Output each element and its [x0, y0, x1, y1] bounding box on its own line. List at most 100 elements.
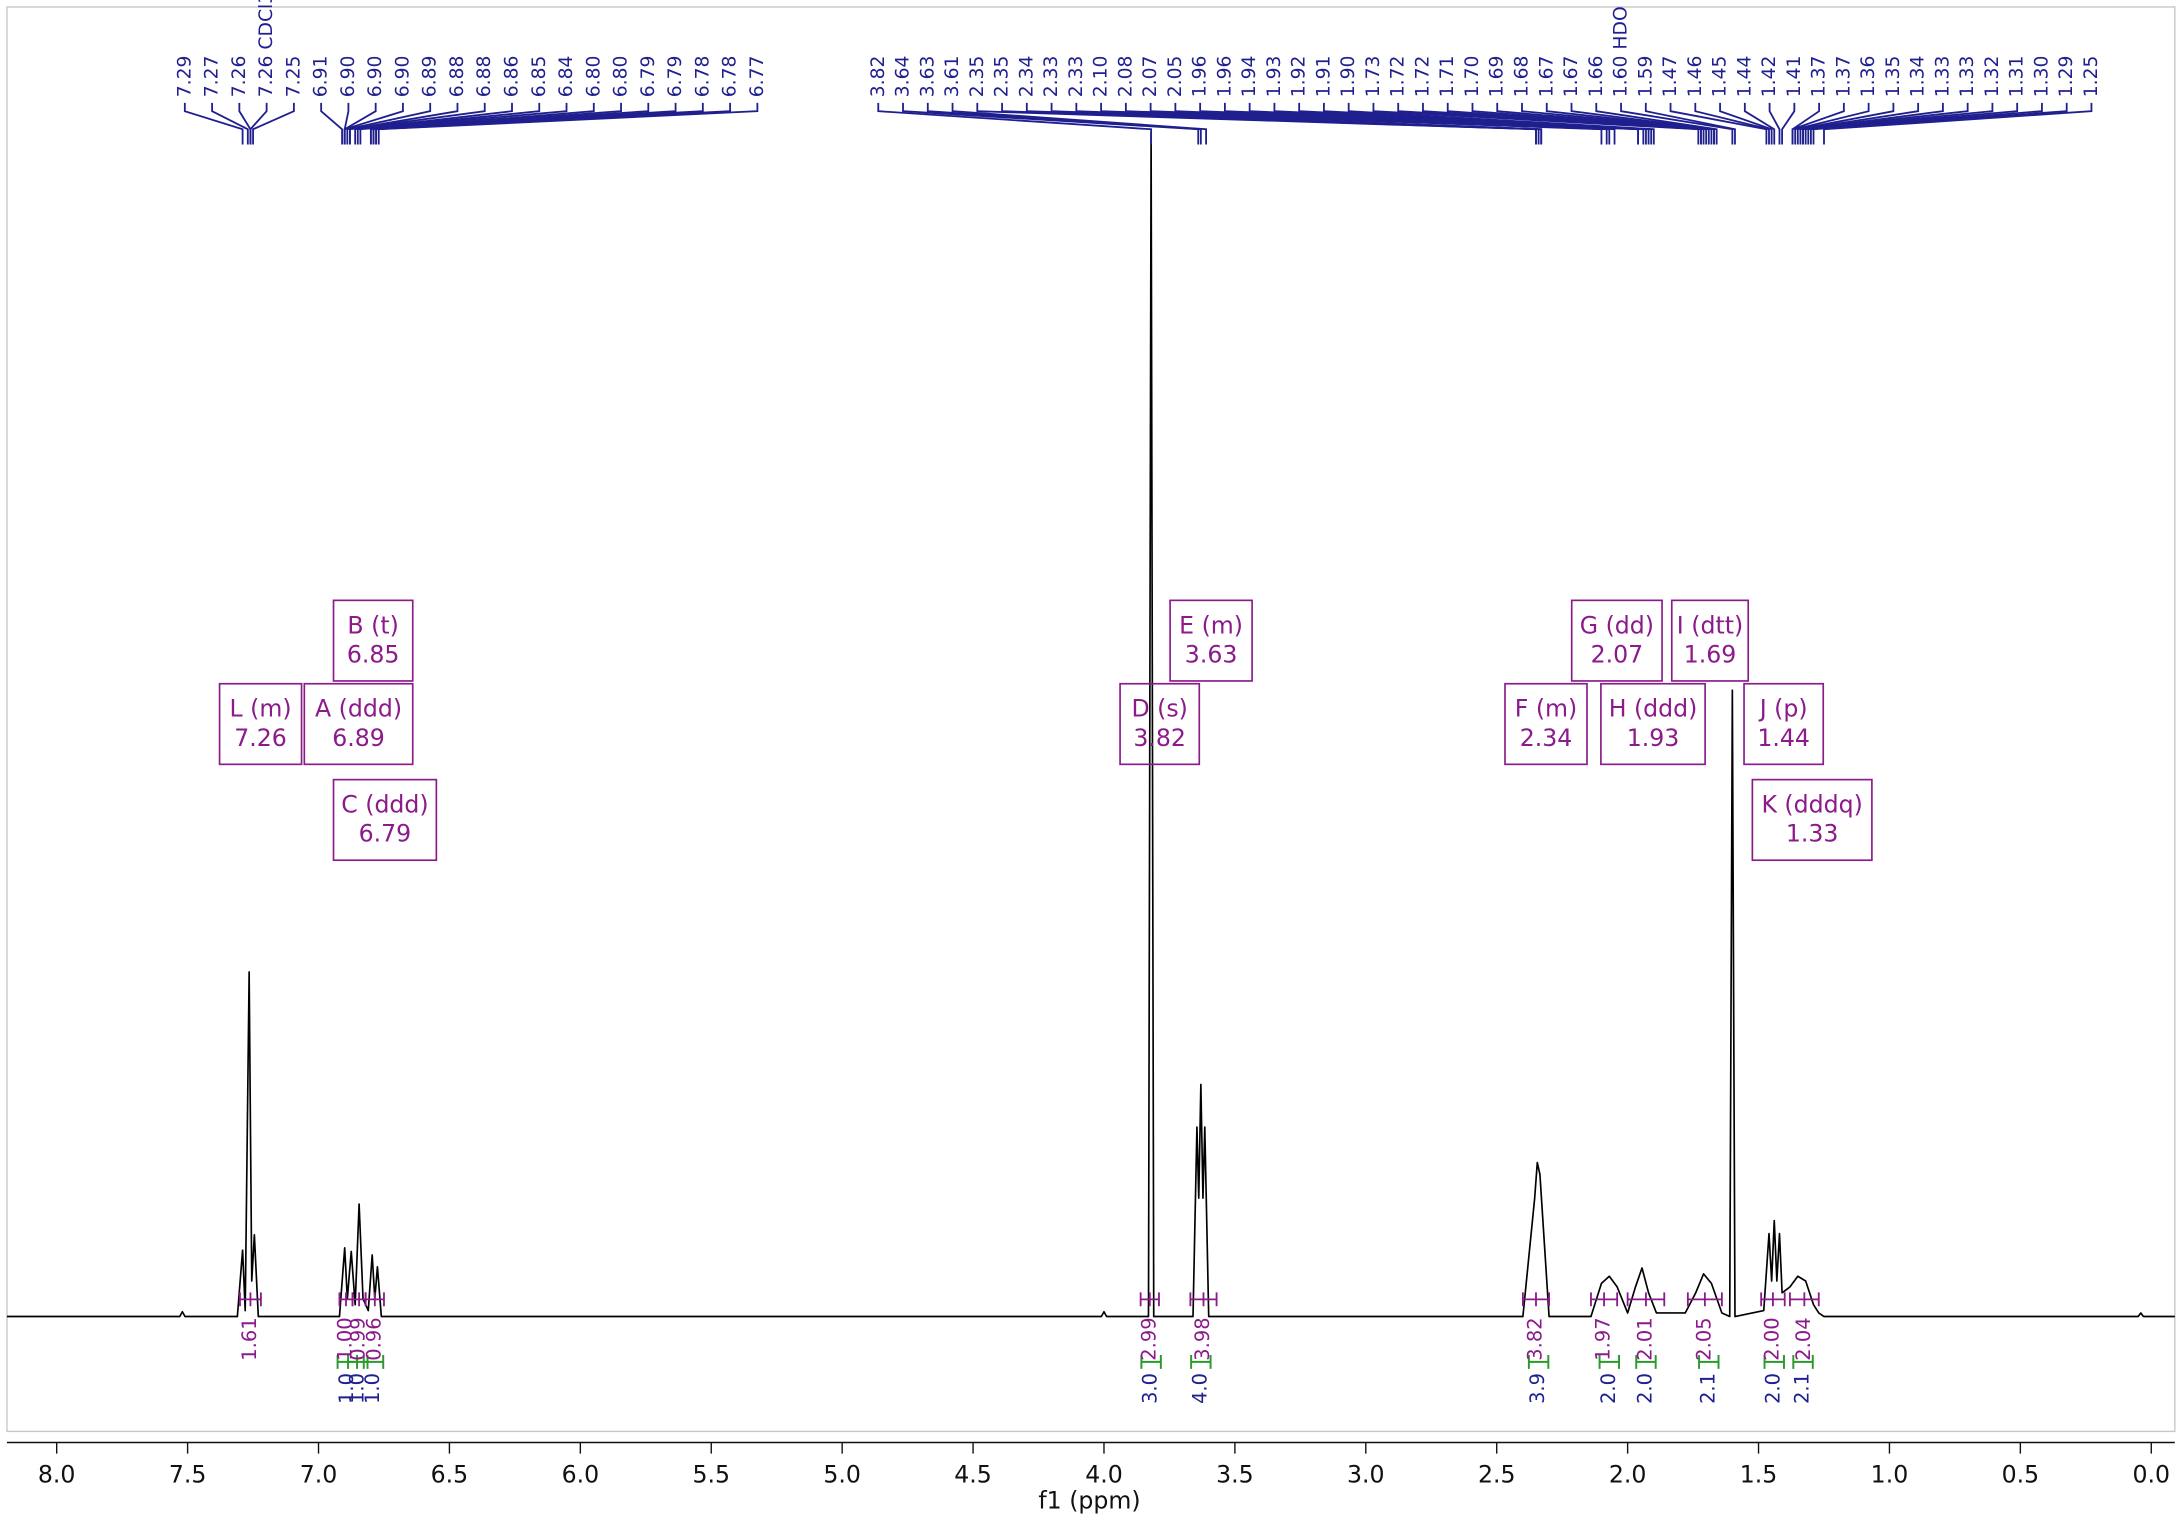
peak-label: 7.27: [202, 56, 223, 98]
integral-range: [1626, 1292, 1666, 1307]
peak-label: 1.34: [1908, 56, 1929, 98]
integral-value: 2.99: [1137, 1317, 1160, 1360]
peak-marker: [1796, 102, 1895, 145]
peak-marker: [1804, 102, 1994, 145]
multiplet-shift: 1.93: [1627, 724, 1680, 752]
peak-label: 1.90: [1338, 56, 1359, 98]
multiplet-box: [1743, 682, 1825, 766]
peak-marker: [346, 102, 432, 145]
plot-frame: [6, 6, 2176, 1433]
peak-marker: [1694, 102, 1770, 145]
x-tick-label: 5.0: [823, 1460, 861, 1488]
multiplet-box: [1751, 778, 1873, 862]
multiplet-integral-bar: [1190, 1354, 1212, 1369]
peak-label: 1.69: [1487, 56, 1508, 98]
peak-marker: [1807, 102, 2019, 145]
multiplet-integral-bar: [362, 1354, 385, 1369]
multiplet-shift: 6.79: [359, 820, 412, 848]
multiplet-integral-bar: [1527, 1354, 1550, 1369]
integral-range: [1760, 1292, 1786, 1307]
integral-range: [364, 1292, 385, 1307]
integral-range: [239, 1292, 262, 1307]
multiplet-integral: 1.0: [345, 1373, 368, 1404]
multiplet-box: [1169, 599, 1253, 682]
peak-label: 1.35: [1883, 56, 1904, 98]
multiplet-integral: 3.9: [1526, 1373, 1549, 1404]
peak-label: 6.86: [501, 56, 522, 98]
peak-label: 1.70: [1462, 56, 1483, 98]
peak-label: 6.79: [638, 56, 659, 98]
multiplet-label: B (t): [347, 611, 398, 639]
peak-marker: [354, 102, 513, 145]
peak-marker: [926, 102, 1202, 145]
multiplet-integral: 2.0: [1762, 1373, 1785, 1404]
multiplet-shift: 1.33: [1786, 820, 1839, 848]
integral-value: 0.99: [347, 1317, 370, 1360]
peak-marker: [1791, 102, 1845, 145]
multiplet-box: [1570, 599, 1663, 682]
peak-label: 3.64: [893, 56, 914, 98]
peak-label: 3.63: [917, 56, 938, 98]
multiplet-shift: 1.69: [1684, 640, 1737, 668]
peak-marker: [1496, 102, 1710, 145]
multiplet-label: L (m): [230, 695, 292, 723]
peak-marker: [343, 102, 404, 145]
peak-label: 6.90: [338, 56, 359, 98]
multiplet-shift: 6.85: [347, 640, 400, 668]
peak-label: 7.26: [229, 56, 250, 98]
multiplet-label: D (s): [1131, 695, 1187, 723]
multiplet-label: A (ddd): [315, 695, 402, 723]
peak-label: 1.37: [1809, 56, 1830, 98]
peak-label: 1.37: [1833, 56, 1854, 98]
peak-marker: [211, 102, 249, 145]
x-tick-label: 1.5: [1740, 1460, 1778, 1488]
peak-label: 6.85: [529, 56, 550, 98]
peak-marker: [320, 102, 343, 145]
peak-marker: [1669, 102, 1768, 145]
multiplet-label: H (ddd): [1609, 695, 1698, 723]
peak-marker: [1743, 102, 1776, 145]
peak-label: 1.31: [2007, 56, 2028, 98]
multiplet-shift: 7.26: [234, 724, 287, 752]
integral-range: [1139, 1292, 1160, 1307]
peak-label: 1.96: [1214, 56, 1235, 98]
multiplet-integral-bar: [1598, 1354, 1620, 1369]
peak-label: 1.71: [1437, 56, 1458, 98]
multiplet-box: [1504, 682, 1588, 766]
peak-label: 1.36: [1858, 56, 1879, 98]
x-tick-label: 0.0: [2132, 1460, 2170, 1488]
x-tick-label: 2.5: [1478, 1460, 1516, 1488]
x-tick-label: 6.0: [562, 1460, 600, 1488]
peak-marker: [1595, 102, 1718, 145]
x-tick-label: 1.0: [1871, 1460, 1909, 1488]
peak-marker: [1644, 102, 1736, 145]
peak-label: 1.67: [1536, 56, 1557, 98]
multiplet-shift: 1.44: [1757, 724, 1810, 752]
peak-label: 6.84: [556, 56, 577, 98]
peak-label: 1.73: [1363, 56, 1384, 98]
x-tick-label: 2.0: [1609, 1460, 1647, 1488]
peak-label: 2.05: [1165, 56, 1186, 98]
peak-marker: [1075, 102, 1543, 145]
peak-marker: [1794, 102, 1870, 145]
multiplet-label: J (p): [1758, 695, 1808, 723]
multiplet-box: [332, 599, 414, 682]
multiplet-integral: 2.1: [1696, 1373, 1719, 1404]
peak-label: 1.46: [1685, 56, 1706, 98]
multiplet-integral: 4.0: [1188, 1373, 1211, 1404]
peak-label: 1.59: [1635, 56, 1656, 98]
peak-marker: [1781, 102, 1796, 145]
multiplet-integral-bar: [1635, 1354, 1657, 1369]
peak-marker: [1347, 102, 1655, 145]
peak-label: 6.90: [365, 56, 386, 98]
integral-range: [1590, 1292, 1619, 1307]
peak-label: 1.66: [1586, 56, 1607, 98]
peak-label: 2.08: [1115, 56, 1136, 98]
multiplet-shift: 6.89: [332, 724, 385, 752]
peak-marker: [1471, 102, 1708, 145]
peak-label: 1.72: [1388, 56, 1409, 98]
peak-label: 1.33: [1932, 56, 1953, 98]
multiplet-integral: 3.0: [1139, 1373, 1162, 1404]
peak-marker: [1422, 102, 1702, 145]
